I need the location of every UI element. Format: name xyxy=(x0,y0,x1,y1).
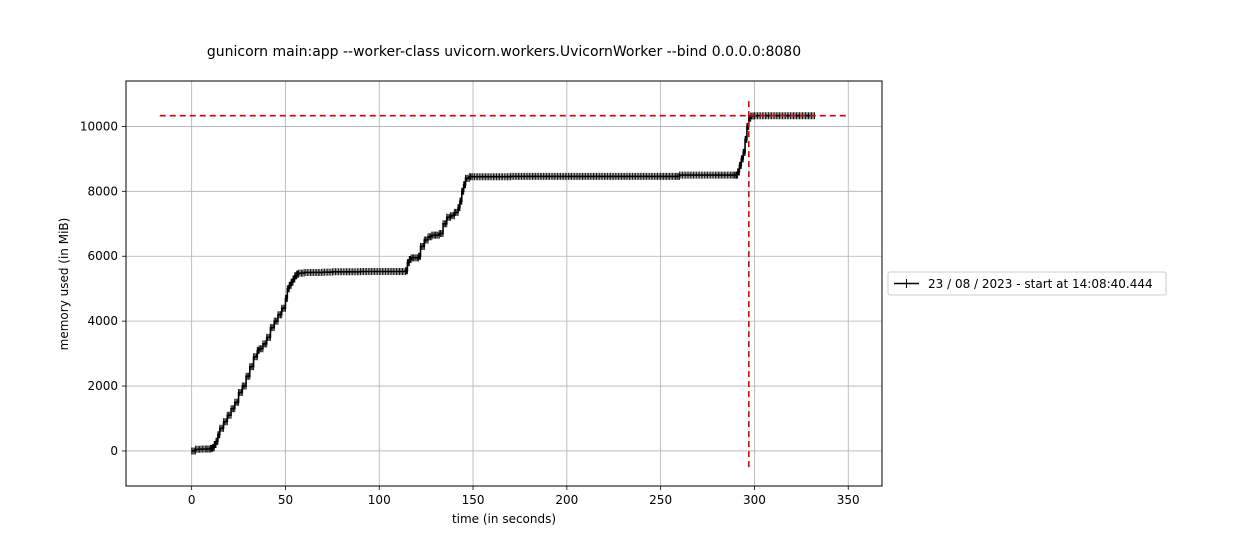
series-layer xyxy=(159,98,849,468)
x-tick-label: 300 xyxy=(743,493,766,507)
x-tick-label: 150 xyxy=(462,493,485,507)
x-tick-label: 100 xyxy=(368,493,391,507)
legend-entry-label: 23 / 08 / 2023 - start at 14:08:40.444 xyxy=(928,277,1153,291)
x-tick-label: 350 xyxy=(837,493,860,507)
chart-title: gunicorn main:app --worker-class uvicorn… xyxy=(207,44,801,60)
y-tick-label: 2000 xyxy=(87,379,118,393)
legend-frame xyxy=(887,271,1167,296)
legend: 23 / 08 / 2023 - start at 14:08:40.444 xyxy=(887,271,1167,296)
y-tick-label: 10000 xyxy=(80,119,118,133)
x-axis-label: time (in seconds) xyxy=(452,512,556,526)
x-tick-label: 250 xyxy=(649,493,672,507)
x-axis: 0 50 100 150 200 250 300 350 xyxy=(188,486,860,507)
y-tick-label: 4000 xyxy=(87,314,118,328)
x-tick-label: 200 xyxy=(555,493,578,507)
grid-lines xyxy=(126,81,882,486)
series-markers xyxy=(191,112,815,455)
plot-frame xyxy=(125,80,883,487)
x-tick-label: 0 xyxy=(188,493,196,507)
y-axis-label: memory used (in MiB) xyxy=(57,218,71,351)
y-axis: 0 2000 4000 6000 8000 10000 xyxy=(80,119,126,458)
y-tick-label: 6000 xyxy=(87,249,118,263)
x-tick-label: 50 xyxy=(278,493,293,507)
y-tick-label: 0 xyxy=(110,444,118,458)
y-tick-label: 8000 xyxy=(87,184,118,198)
